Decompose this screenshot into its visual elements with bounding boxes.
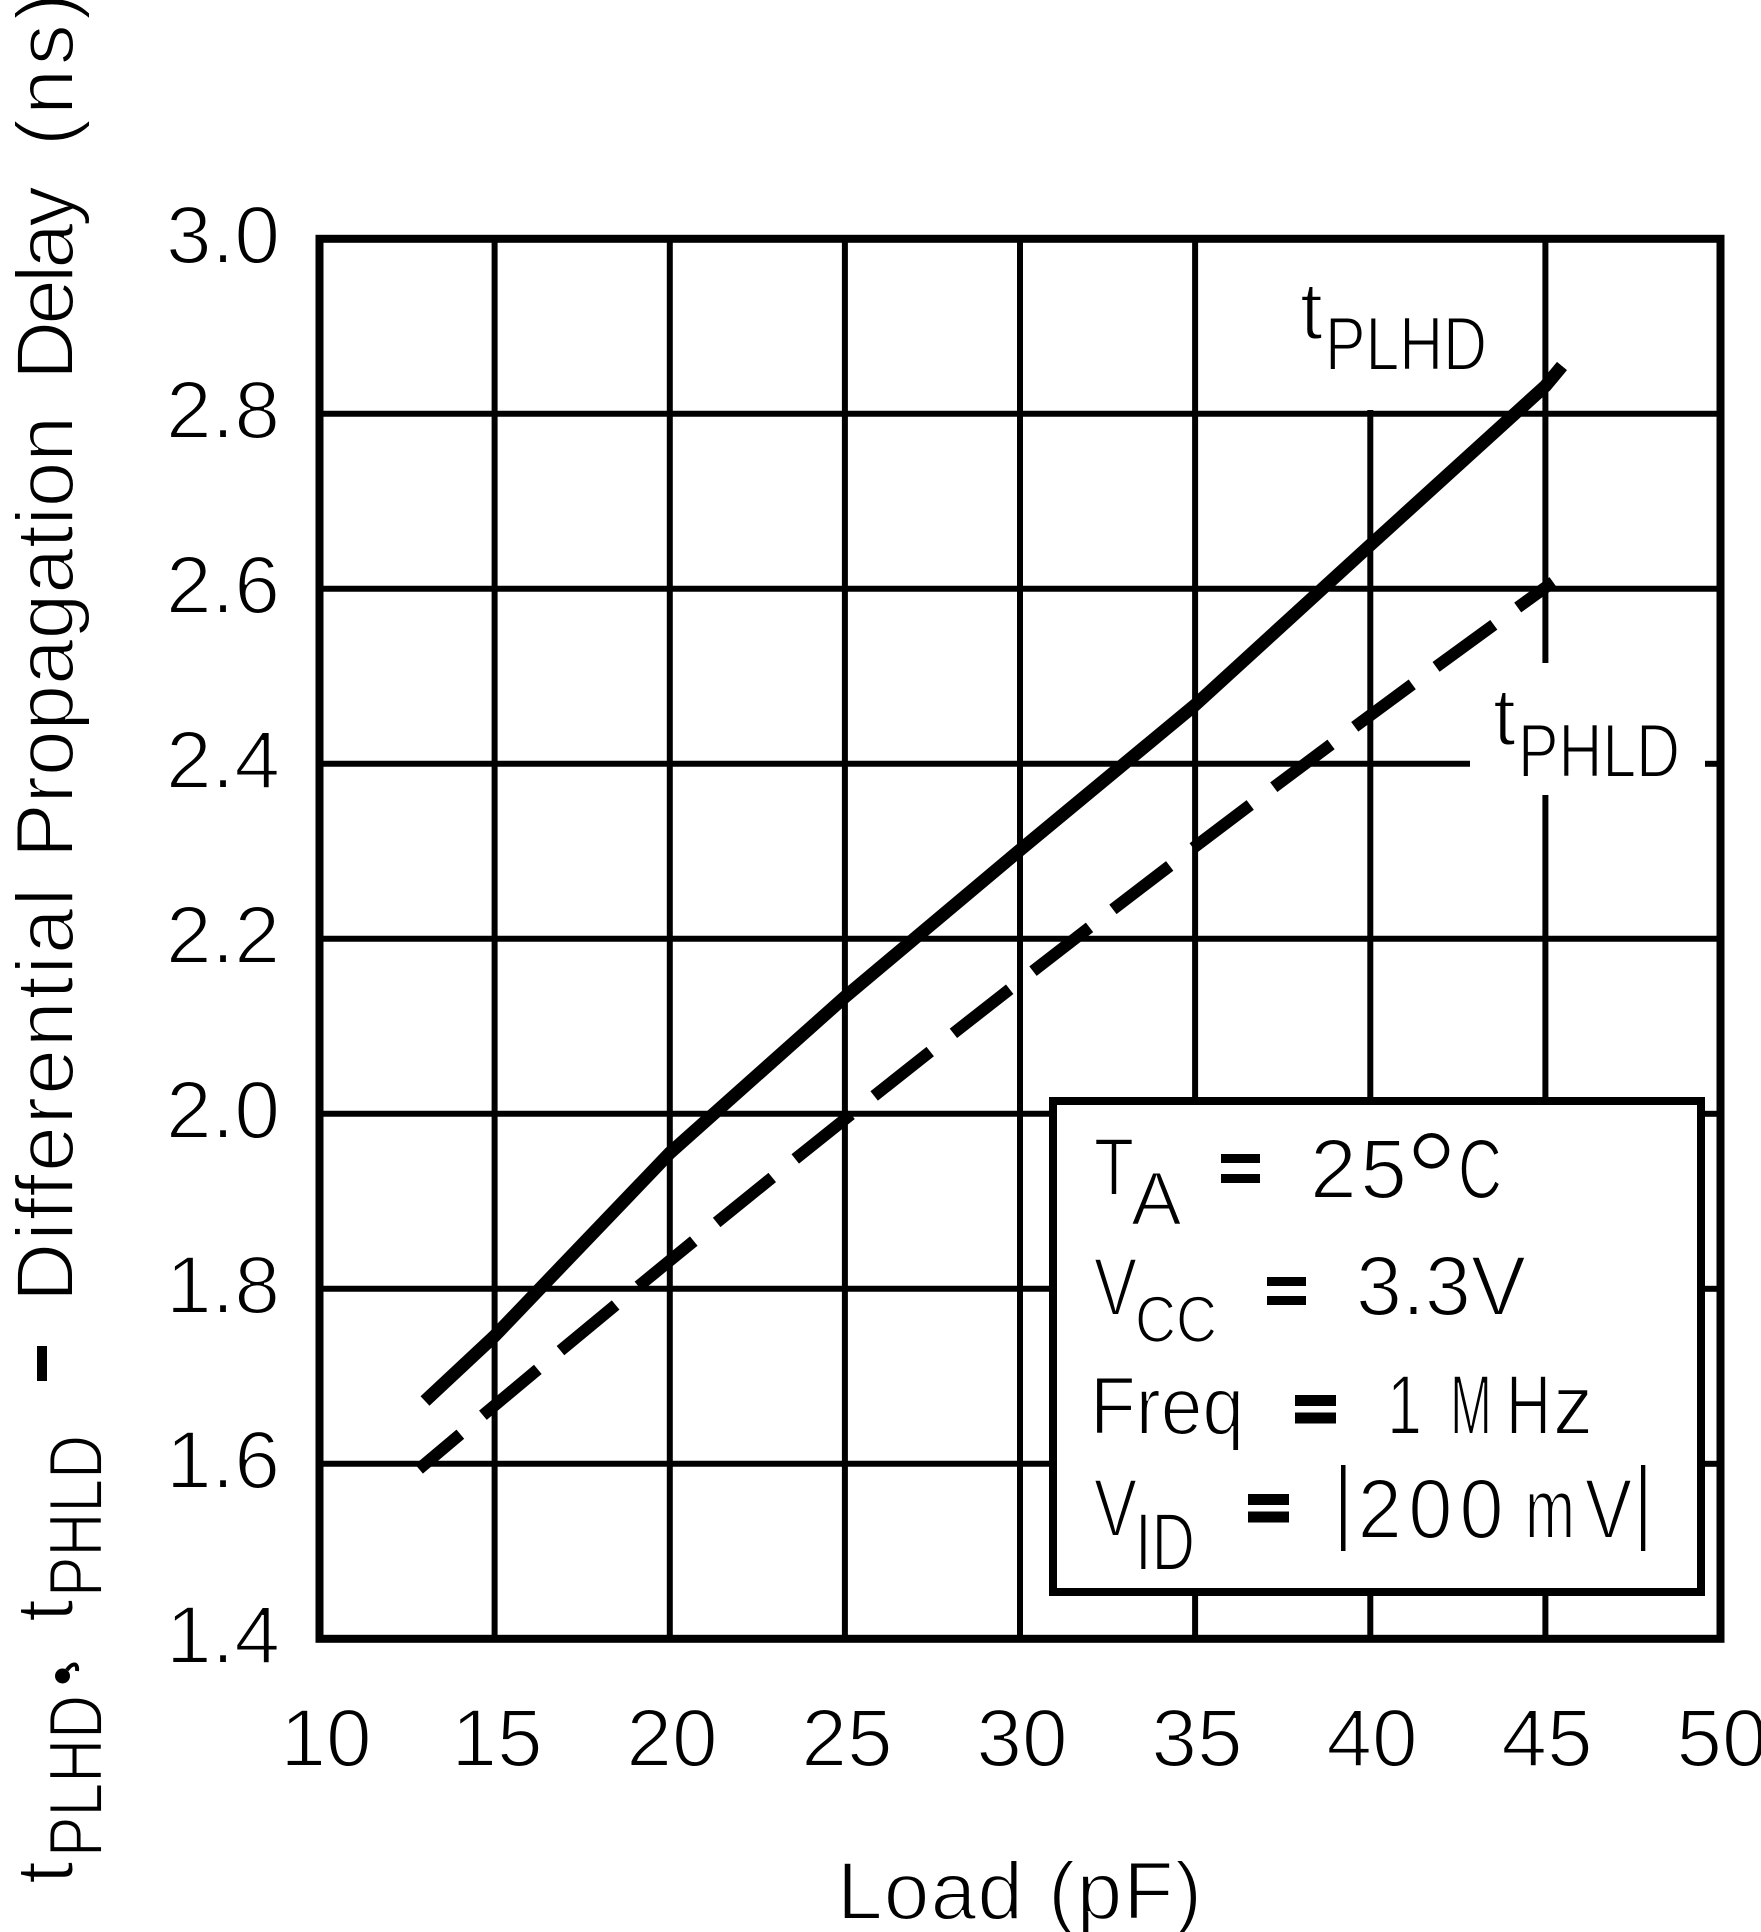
svg-text:1: 1 xyxy=(1387,1358,1422,1452)
svg-text:1.4: 1.4 xyxy=(166,1590,280,1681)
svg-text:t: t xyxy=(1300,266,1323,357)
svg-text:t: t xyxy=(0,1861,91,1884)
svg-text:2.2: 2.2 xyxy=(166,890,280,981)
svg-text:3.0: 3.0 xyxy=(166,190,280,281)
svg-text:40: 40 xyxy=(1326,1693,1417,1784)
svg-text:35: 35 xyxy=(1151,1693,1242,1784)
svg-text:M: M xyxy=(1450,1358,1492,1452)
svg-text:10: 10 xyxy=(280,1693,371,1784)
svg-text:Delay: Delay xyxy=(0,186,91,380)
svg-text:45: 45 xyxy=(1501,1693,1592,1784)
svg-text:2.4: 2.4 xyxy=(166,715,280,806)
svg-text:2.8: 2.8 xyxy=(166,365,280,456)
svg-text:C: C xyxy=(1458,1122,1502,1216)
svg-text:ID: ID xyxy=(1135,1497,1195,1588)
svg-text:T: T xyxy=(1094,1122,1134,1213)
svg-text:50: 50 xyxy=(1676,1693,1761,1784)
svg-text:PLHD: PLHD xyxy=(1325,302,1487,387)
svg-text:Differential: Differential xyxy=(0,888,91,1302)
svg-text:Load (pF): Load (pF) xyxy=(837,1846,1202,1932)
svg-text:25: 25 xyxy=(801,1693,892,1784)
svg-text:V: V xyxy=(1094,1463,1137,1554)
svg-text:2.0: 2.0 xyxy=(166,1065,280,1156)
svg-text:A: A xyxy=(1131,1157,1182,1242)
svg-text:m: m xyxy=(1525,1462,1575,1556)
svg-text:(ns): (ns) xyxy=(0,0,91,146)
svg-text:1.8: 1.8 xyxy=(166,1240,280,1331)
svg-text:t: t xyxy=(1493,672,1516,763)
svg-text:25: 25 xyxy=(1310,1122,1410,1216)
svg-text:V: V xyxy=(1094,1242,1137,1333)
svg-text:3.3V: 3.3V xyxy=(1356,1239,1526,1333)
svg-text:2.6: 2.6 xyxy=(166,540,280,631)
svg-text:CC: CC xyxy=(1135,1282,1217,1356)
svg-text:30: 30 xyxy=(976,1693,1067,1784)
svg-text:PLHD: PLHD xyxy=(34,1695,119,1857)
svg-text:H: H xyxy=(1506,1358,1551,1452)
svg-text:t: t xyxy=(0,1599,91,1622)
svg-text:0: 0 xyxy=(1408,1462,1452,1556)
svg-text:Freq: Freq xyxy=(1090,1361,1244,1452)
svg-text:20: 20 xyxy=(626,1693,717,1784)
svg-text:0: 0 xyxy=(1460,1462,1504,1556)
svg-text:15: 15 xyxy=(451,1693,542,1784)
svg-text:z: z xyxy=(1553,1358,1593,1452)
svg-text:PHLD: PHLD xyxy=(1518,709,1680,794)
svg-text:V: V xyxy=(1585,1462,1632,1556)
svg-text:1.6: 1.6 xyxy=(166,1415,280,1506)
svg-text:Propagation: Propagation xyxy=(0,416,91,858)
svg-text:PHLD: PHLD xyxy=(34,1435,119,1597)
svg-text:2: 2 xyxy=(1358,1462,1402,1556)
